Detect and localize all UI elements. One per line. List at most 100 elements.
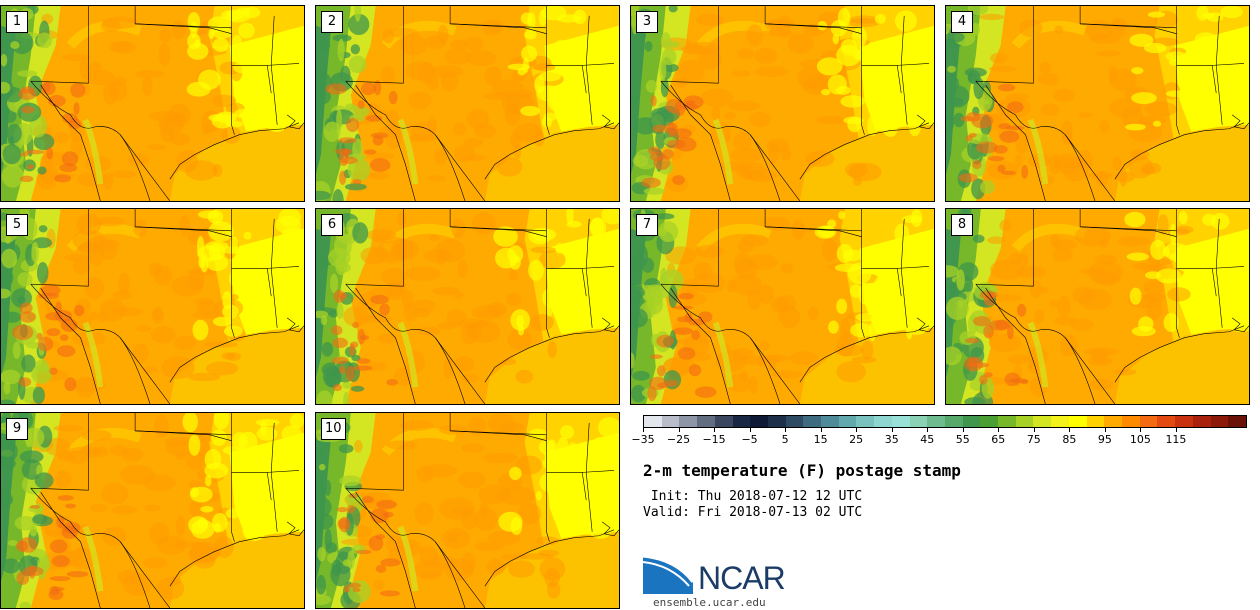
colorbar-swatch — [644, 416, 662, 427]
colorbar-swatch — [714, 416, 733, 427]
colorbar-swatch — [1051, 416, 1069, 427]
colorbar-tick-label: 115 — [1165, 433, 1187, 446]
colorbar-swatch — [785, 416, 804, 427]
panel-number-label: 9 — [6, 418, 28, 440]
ncar-logo-text: NCAR — [698, 560, 786, 596]
colorbar-tick — [643, 428, 644, 432]
valid-time: Valid: Fri 2018-07-13 02 UTC — [643, 505, 863, 520]
colorbar-swatch — [962, 416, 981, 427]
colorbar-tick-label: 105 — [1129, 433, 1151, 446]
colorbar-tick-label: 95 — [1097, 433, 1112, 446]
temperature-map — [631, 209, 934, 404]
map-panel: 2 — [315, 5, 620, 202]
temperature-map — [1, 209, 304, 404]
colorbar-swatch — [1228, 416, 1246, 427]
map-panel: 4 — [945, 5, 1250, 202]
colorbar-swatch — [1139, 416, 1158, 427]
colorbar-tick-label: −35 — [631, 433, 655, 446]
colorbar-tick-label: 5 — [781, 433, 789, 446]
colorbar-tick-label: 75 — [1026, 433, 1041, 446]
colorbar-swatch — [679, 416, 698, 427]
colorbar-swatch — [856, 416, 875, 427]
colorbar-swatch — [1121, 416, 1140, 427]
colorbar-tick — [962, 428, 964, 432]
panel-number-label: 3 — [636, 11, 658, 33]
colorbar-swatch — [1104, 416, 1122, 427]
colorbar-tick-label: 15 — [813, 433, 828, 446]
colorbar-swatch — [1033, 416, 1052, 427]
colorbar-swatch — [1210, 416, 1229, 427]
colorbar-swatch — [998, 416, 1016, 427]
colorbar-tick — [785, 428, 787, 432]
colorbar-swatch — [944, 416, 963, 427]
colorbar-swatch — [891, 416, 910, 427]
map-panel: 6 — [315, 208, 620, 405]
colorbar-ticks: −35 −25 −15 −5 5 15 25 35 45 55 65 75 85 95 105 115 — [631, 428, 1247, 448]
temperature-map — [946, 6, 1249, 201]
temperature-map — [316, 6, 619, 201]
colorbar-swatch — [1192, 416, 1211, 427]
colorbar-tick-label: 85 — [1062, 433, 1077, 446]
colorbar-swatch — [927, 416, 945, 427]
temperature-map — [631, 6, 934, 201]
colorbar-tick-label: 35 — [884, 433, 899, 446]
temperature-colorbar — [643, 415, 1247, 428]
colorbar-tick — [678, 428, 680, 432]
colorbar-tick-label: 65 — [991, 433, 1006, 446]
map-panel: 10 — [315, 412, 620, 609]
colorbar-tick — [820, 428, 822, 432]
colorbar-swatch — [697, 416, 715, 427]
colorbar-tick-label: −15 — [702, 433, 726, 446]
colorbar-swatch — [1068, 416, 1087, 427]
colorbar-tick — [714, 428, 716, 432]
temperature-map — [946, 209, 1249, 404]
colorbar-swatch — [750, 416, 768, 427]
panel-number-label: 6 — [321, 214, 343, 236]
temperature-map — [316, 209, 619, 404]
init-time: Init: Thu 2018-07-12 12 UTC — [643, 489, 863, 504]
map-panel: 8 — [945, 208, 1250, 405]
colorbar-tick — [749, 428, 751, 432]
colorbar-swatch — [1086, 416, 1105, 427]
panel-number-label: 10 — [321, 418, 346, 440]
map-panel: 5 — [0, 208, 305, 405]
colorbar-tick — [856, 428, 858, 432]
map-panel: 1 — [0, 5, 305, 202]
colorbar-tick — [891, 428, 893, 432]
panel-number-label: 7 — [636, 214, 658, 236]
colorbar-swatch — [767, 416, 786, 427]
temperature-map — [1, 413, 304, 608]
colorbar-swatch — [909, 416, 928, 427]
colorbar-swatch — [821, 416, 839, 427]
colorbar-swatch — [874, 416, 892, 427]
colorbar-swatch — [732, 416, 751, 427]
colorbar-swatch — [661, 416, 680, 427]
colorbar-tick-label: −5 — [741, 433, 758, 446]
map-panel: 9 — [0, 412, 305, 609]
colorbar-tick — [1104, 428, 1106, 432]
temperature-map — [1, 6, 304, 201]
temperature-map — [316, 413, 619, 608]
colorbar-tick — [998, 428, 1000, 432]
map-panel: 3 — [630, 5, 935, 202]
panel-number-label: 4 — [951, 11, 973, 33]
colorbar-tick-label: 55 — [955, 433, 970, 446]
colorbar-tick — [1140, 428, 1142, 432]
plot-title: 2-m temperature (F) postage stamp — [643, 461, 961, 480]
colorbar-tick-label: 25 — [849, 433, 864, 446]
colorbar-swatch — [980, 416, 999, 427]
colorbar-tick — [927, 428, 929, 432]
panel-number-label: 2 — [321, 11, 343, 33]
website-url: ensemble.ucar.edu — [653, 596, 766, 609]
ncar-logo-icon — [643, 554, 695, 594]
colorbar-tick — [1175, 428, 1177, 432]
colorbar-tick — [1033, 428, 1035, 432]
map-panel: 7 — [630, 208, 935, 405]
colorbar-swatch — [1015, 416, 1034, 427]
panel-number-label: 5 — [6, 214, 28, 236]
panel-number-label: 1 — [6, 11, 28, 33]
colorbar-tick-label: −25 — [666, 433, 691, 446]
colorbar-swatch — [838, 416, 857, 427]
colorbar-swatch — [1175, 416, 1193, 427]
colorbar-tick-label: 45 — [920, 433, 935, 446]
